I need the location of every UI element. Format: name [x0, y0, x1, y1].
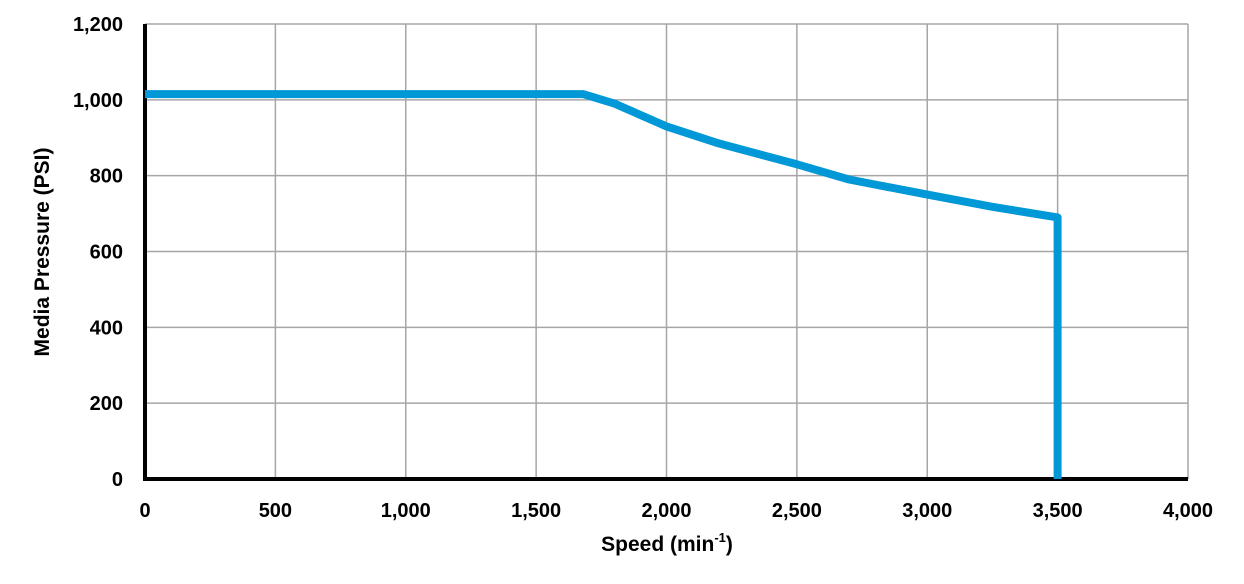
y-tick-label: 400 [90, 317, 123, 339]
x-tick-label: 0 [139, 500, 150, 522]
y-tick-label: 800 [90, 166, 123, 188]
y-tick-label: 0 [112, 469, 123, 491]
gridlines [145, 23, 1189, 479]
x-tick-label: 500 [259, 500, 292, 522]
x-tick-label: 3,500 [1033, 500, 1083, 522]
y-tick-label: 1,000 [73, 90, 123, 112]
x-tick-label: 3,000 [902, 500, 952, 522]
pressure-curve [145, 90, 1062, 479]
x-tick-label: 2,000 [641, 500, 691, 522]
x-tick-label: 4,000 [1163, 500, 1213, 522]
x-tick-label: 2,500 [772, 500, 822, 522]
y-tick-label: 200 [90, 393, 123, 415]
x-axis-ticks: 0 500 1,000 1,500 2,000 2,500 3,000 3,500 4,000 [139, 500, 1213, 522]
x-tick-label: 1,500 [511, 500, 561, 522]
x-axis-label: Speed (min-1) [601, 530, 733, 556]
y-tick-label: 600 [90, 242, 123, 264]
x-tick-label: 1,000 [381, 500, 431, 522]
y-axis-ticks: 0 200 400 600 800 1,000 1,200 [73, 14, 123, 491]
y-tick-label: 1,200 [73, 14, 123, 36]
y-axis-label: Media Pressure (PSI) [31, 148, 54, 357]
